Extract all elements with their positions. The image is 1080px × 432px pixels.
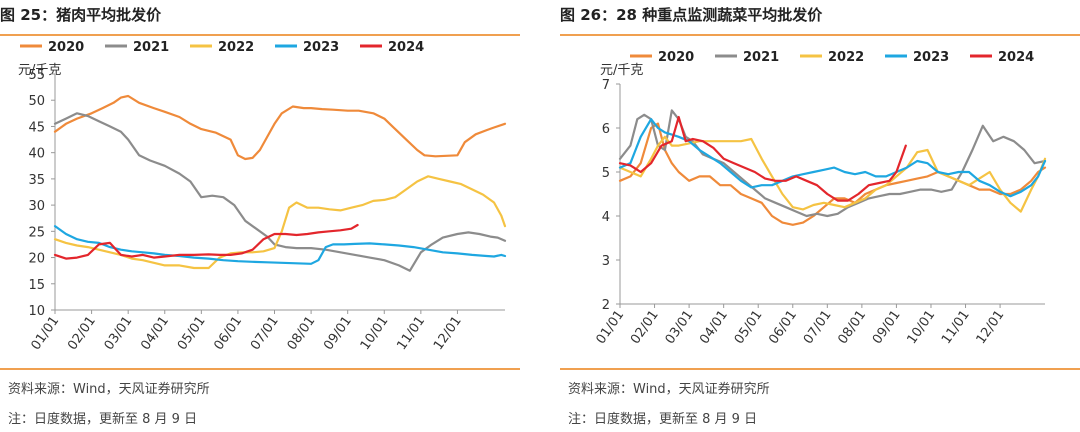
y-tick-label: 20 — [28, 252, 45, 267]
y-tick-label: 50 — [28, 94, 45, 109]
y-tick-label: 15 — [28, 278, 45, 293]
x-tick-label: 12/01 — [431, 314, 465, 353]
x-tick-label: 10/01 — [904, 308, 938, 347]
series-line-2022 — [53, 175, 507, 270]
y-tick-label: 7 — [602, 78, 610, 93]
x-tick-label: 08/01 — [285, 314, 319, 353]
y-tick-label: 3 — [602, 254, 610, 269]
x-tick-label: 03/01 — [663, 308, 697, 347]
legend-label-2020: 2020 — [658, 50, 694, 65]
x-tick-label: 09/01 — [321, 314, 355, 353]
y-tick-label: 40 — [28, 147, 45, 162]
pork-price-panel: 图 25：猪肉平均批发价 2020 2021 2022 2023 2024 元/千克 10 1… — [0, 0, 520, 432]
legend-label-2021: 2021 — [743, 50, 779, 65]
series-line-2020 — [53, 94, 507, 161]
series-line-2021 — [618, 109, 1047, 218]
vegetable-price-panel: 图 26：28 种重点监测蔬菜平均批发价 2020 2021 2022 2023 202… — [560, 0, 1080, 432]
x-tick-label: 05/01 — [175, 314, 209, 353]
x-tick-label: 12/01 — [974, 308, 1008, 347]
legend-label-2024: 2024 — [998, 50, 1034, 65]
x-tick-label: 02/01 — [628, 308, 662, 347]
y-tick-label: 10 — [28, 304, 45, 319]
y-axis-unit-label: 元/千克 — [18, 63, 61, 78]
x-tick-label: 03/01 — [102, 314, 136, 353]
x-tick-label: 02/01 — [65, 314, 99, 353]
vegetable-price-chart: 2020 2021 2022 2023 2024 元/千克 2 3 4 5 6 7 01/01 02/01… — [593, 50, 1047, 347]
footer-divider — [0, 368, 520, 370]
update-note: 注：日度数据，更新至 8 月 9 日 — [568, 412, 758, 427]
x-tick-label: 06/01 — [766, 308, 800, 347]
y-tick-label: 30 — [28, 199, 45, 214]
series-line-2024 — [53, 223, 359, 260]
x-tick-label: 11/01 — [939, 308, 973, 347]
x-tick-label: 09/01 — [870, 308, 904, 347]
y-tick-label: 35 — [28, 173, 45, 188]
series-line-2023 — [618, 118, 1047, 198]
legend-label-2022: 2022 — [218, 40, 254, 55]
y-tick-label: 25 — [28, 225, 45, 240]
pork-price-chart: 2020 2021 2022 2023 2024 元/千克 10 15 20 25 30 35 40 45… — [18, 40, 507, 353]
x-tick-label: 01/01 — [593, 308, 627, 347]
legend-label-2020: 2020 — [48, 40, 84, 55]
y-tick-label: 4 — [602, 210, 610, 225]
title-divider — [0, 34, 520, 36]
y-tick-label: 2 — [602, 298, 610, 313]
title-divider — [560, 34, 1080, 36]
x-tick-label: 05/01 — [732, 308, 766, 347]
legend-label-2023: 2023 — [913, 50, 949, 65]
x-tick-label: 08/01 — [835, 308, 869, 347]
legend-label-2021: 2021 — [133, 40, 169, 55]
x-tick-label: 10/01 — [358, 314, 392, 353]
legend-label-2024: 2024 — [388, 40, 424, 55]
x-tick-label: 06/01 — [211, 314, 245, 353]
series-line-2021 — [53, 112, 507, 272]
y-tick-label: 6 — [602, 122, 610, 137]
x-tick-label: 07/01 — [801, 308, 835, 347]
legend-label-2023: 2023 — [303, 40, 339, 55]
legend-label-2022: 2022 — [828, 50, 864, 65]
y-tick-label: 5 — [602, 166, 610, 181]
source-note: 资料来源：Wind，天风证券研究所 — [8, 382, 210, 397]
x-tick-label: 07/01 — [248, 314, 282, 353]
x-tick-label: 04/01 — [697, 308, 731, 347]
x-tick-label: 11/01 — [394, 314, 428, 353]
x-tick-label: 04/01 — [138, 314, 172, 353]
y-tick-label: 45 — [28, 120, 45, 135]
y-tick-label: 55 — [28, 68, 45, 83]
footer-divider — [560, 368, 1080, 370]
series-line-2023 — [53, 225, 507, 265]
chart-title-pork: 图 25：猪肉平均批发价 — [0, 6, 162, 24]
x-tick-label: 01/01 — [28, 314, 62, 353]
series-line-2024 — [618, 115, 907, 202]
chart-title-vegetable: 图 26：28 种重点监测蔬菜平均批发价 — [560, 6, 823, 24]
update-note: 注：日度数据，更新至 8 月 9 日 — [8, 412, 198, 427]
source-note: 资料来源：Wind，天风证券研究所 — [568, 382, 770, 397]
y-axis-unit-label: 元/千克 — [600, 63, 643, 78]
